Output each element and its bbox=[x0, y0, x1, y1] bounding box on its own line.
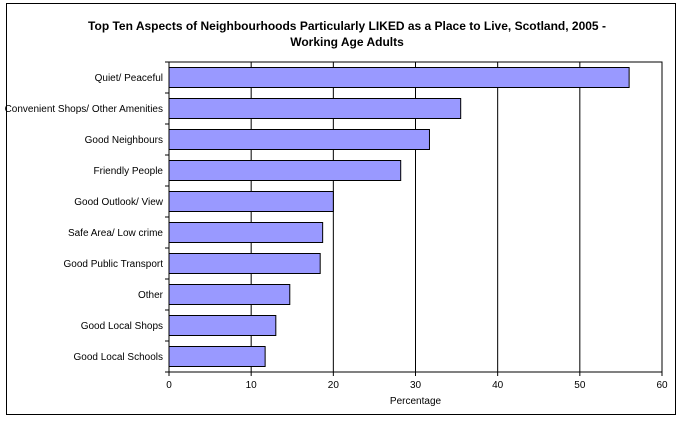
bar bbox=[168, 346, 266, 367]
category-label: Good Public Transport bbox=[64, 259, 164, 270]
bar bbox=[168, 191, 334, 212]
category-label: Good Outlook/ View bbox=[74, 197, 164, 208]
category-label: Good Local Schools bbox=[73, 352, 163, 363]
x-tick-label: 60 bbox=[656, 380, 668, 391]
bar bbox=[168, 222, 324, 243]
x-tick-label: 40 bbox=[492, 380, 504, 391]
category-label: Convenient Shops/ Other Amenities bbox=[5, 104, 163, 115]
bar bbox=[168, 253, 321, 274]
bar bbox=[168, 129, 430, 150]
x-tick-label: 0 bbox=[166, 380, 172, 391]
bar bbox=[168, 160, 402, 181]
category-label: Other bbox=[138, 290, 164, 301]
x-tick-label: 10 bbox=[246, 380, 258, 391]
category-label: Good Neighbours bbox=[85, 135, 163, 146]
bar bbox=[168, 315, 277, 336]
x-tick-label: 50 bbox=[574, 380, 586, 391]
x-tick-label: 30 bbox=[410, 380, 422, 391]
chart-title: Top Ten Aspects of Neighbourhoods Partic… bbox=[88, 19, 606, 49]
x-tick-label: 20 bbox=[328, 380, 340, 391]
bar bbox=[168, 98, 462, 119]
bar bbox=[168, 284, 291, 305]
category-label: Safe Area/ Low crime bbox=[68, 228, 163, 239]
category-label: Friendly People bbox=[94, 166, 164, 177]
bar bbox=[168, 67, 630, 88]
category-label: Quiet/ Peaceful bbox=[95, 73, 163, 84]
category-label: Good Local Shops bbox=[81, 321, 163, 332]
x-axis-title: Percentage bbox=[390, 396, 442, 407]
